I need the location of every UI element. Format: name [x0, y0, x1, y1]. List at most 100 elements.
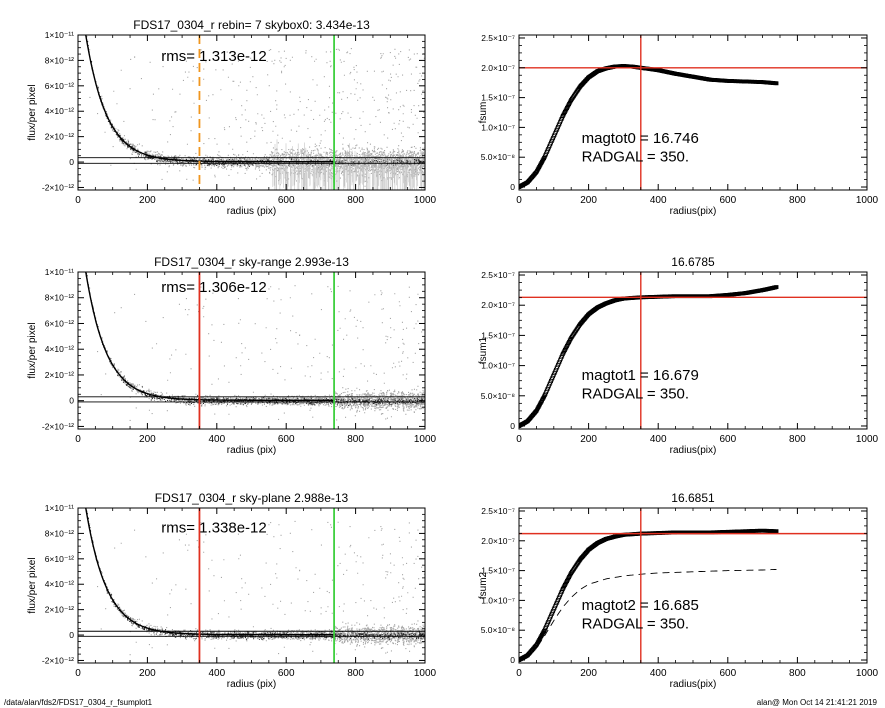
- x-tick-label: 0: [516, 434, 522, 445]
- radial-profile-line: [85, 272, 335, 401]
- plot-area: [78, 272, 425, 429]
- y-tick-label: 2×10⁻¹²: [45, 605, 74, 615]
- chart-annotation: RADGAL = 350.: [582, 616, 689, 633]
- error-bars: [272, 139, 425, 190]
- chart-annotation: rms= 1.306e-12: [161, 279, 266, 296]
- chart-annotation: RADGAL = 350.: [582, 386, 689, 403]
- chart-panel-4: 0 200 400 600 800 1000 0 5.0×10⁻⁸ 1.0×10⁻⁷ 1.5×10…: [478, 255, 879, 456]
- x-tick-label: 1000: [856, 668, 879, 679]
- x-tick-label: 1000: [856, 434, 879, 445]
- chart-title: FDS17_0304_r sky-range 2.993e-13: [154, 255, 349, 269]
- x-tick-label: 0: [516, 195, 522, 206]
- y-axis-label: flux/per pixel: [27, 322, 38, 378]
- x-tick-label: 200: [580, 668, 597, 679]
- y-tick-label: 1.0×10⁻⁷: [481, 361, 515, 371]
- x-axis-label: radius(pix): [670, 206, 717, 217]
- x-tick-label: 400: [208, 434, 225, 445]
- y-tick-label: 5.0×10⁻⁸: [481, 152, 516, 162]
- y-tick-label: -2×10⁻¹²: [42, 655, 74, 665]
- y-tick-label: 1.0×10⁻⁷: [481, 122, 515, 132]
- y-axis-label: flux/per pixel: [27, 84, 38, 140]
- y-tick-label: 0: [69, 396, 74, 406]
- y-tick-label: 1.5×10⁻⁷: [481, 566, 515, 576]
- x-tick-label: 1000: [414, 195, 437, 206]
- x-tick-label: 800: [347, 195, 364, 206]
- x-axis-label: radius (pix): [227, 445, 276, 456]
- x-tick-label: 600: [278, 668, 295, 679]
- y-tick-label: 1.5×10⁻⁷: [481, 93, 515, 103]
- x-tick-label: 0: [75, 195, 81, 206]
- y-tick-label: 0: [510, 421, 515, 431]
- scatter-points: [86, 513, 425, 656]
- y-tick-label: 2.5×10⁻⁷: [481, 506, 515, 516]
- x-tick-label: 800: [789, 434, 806, 445]
- x-tick-label: 800: [347, 668, 364, 679]
- x-tick-label: 0: [75, 668, 81, 679]
- plot-area: [78, 508, 425, 663]
- y-tick-label: 1.5×10⁻⁷: [481, 330, 515, 340]
- chart-title: 16.6785: [671, 255, 715, 269]
- y-tick-label: 6×10⁻¹²: [45, 81, 74, 91]
- y-tick-label: 1.0×10⁻⁷: [481, 595, 515, 605]
- plot-area: [519, 272, 867, 429]
- x-tick-label: 800: [789, 668, 806, 679]
- y-tick-label: 8×10⁻¹²: [45, 55, 74, 65]
- y-tick-label: 8×10⁻¹²: [45, 293, 74, 303]
- x-tick-label: 600: [719, 668, 736, 679]
- y-tick-label: 2.0×10⁻⁷: [481, 536, 515, 546]
- y-tick-label: 4×10⁻¹²: [45, 106, 74, 116]
- x-tick-label: 200: [580, 195, 597, 206]
- radial-profile-line: [85, 508, 335, 636]
- y-tick-label: 8×10⁻¹²: [45, 528, 74, 538]
- x-tick-label: 1000: [414, 668, 437, 679]
- x-tick-label: 800: [789, 195, 806, 206]
- y-tick-label: 6×10⁻¹²: [45, 318, 74, 328]
- x-axis-label: radius (pix): [227, 679, 276, 690]
- x-tick-label: 0: [75, 434, 81, 445]
- x-tick-label: 600: [719, 195, 736, 206]
- chart-title: FDS17_0304_r sky-plane 2.988e-13: [155, 491, 349, 505]
- y-tick-label: -2×10⁻¹²: [42, 182, 74, 192]
- y-tick-label: 6×10⁻¹²: [45, 554, 74, 564]
- scatter-points-core: [85, 272, 425, 407]
- chart-panel-5: 0 200 400 600 800 1000-2×10⁻¹²02×10⁻¹²4×10⁻¹²…: [27, 491, 437, 690]
- y-tick-label: 4×10⁻¹²: [45, 579, 74, 589]
- chart-annotation: RADGAL = 350.: [582, 149, 689, 166]
- x-tick-label: 200: [139, 434, 156, 445]
- chart-title: 16.6851: [671, 491, 715, 505]
- y-axis-label: fsum1: [478, 336, 489, 364]
- y-tick-label: 1×10⁻¹¹: [45, 503, 74, 513]
- y-tick-label: 2.0×10⁻⁷: [481, 300, 515, 310]
- y-tick-label: -2×10⁻¹²: [42, 421, 74, 431]
- chart-panel-2: 0 200 400 600 800 1000 0 5.0×10⁻⁸ 1.0×10⁻⁷ 1.5×10…: [478, 33, 879, 217]
- x-tick-label: 1000: [856, 195, 879, 206]
- y-tick-label: 2×10⁻¹²: [45, 132, 74, 142]
- chart-annotation: magtot2 = 16.685: [582, 597, 699, 614]
- x-axis-label: radius (pix): [227, 206, 276, 217]
- chart-title: FDS17_0304_r rebin= 7 skybox0: 3.434e-13: [133, 18, 370, 32]
- x-tick-label: 0: [516, 668, 522, 679]
- plot-area: [78, 35, 425, 190]
- y-axis-label: flux/per pixel: [27, 557, 38, 613]
- chart-panel-1: 0 200 400 600 800 1000-2×10⁻¹²02×10⁻¹²4×10⁻¹²…: [27, 18, 437, 217]
- footer-path: /data/alan/fds2/FDS17_0304_r_fsumplot1: [4, 698, 153, 707]
- y-tick-label: 0: [510, 182, 515, 192]
- chart-annotation: magtot0 = 16.746: [582, 130, 699, 147]
- chart-annotation: rms= 1.338e-12: [161, 519, 266, 536]
- scatter-points-core: [85, 509, 425, 641]
- y-tick-label: 2.5×10⁻⁷: [481, 33, 515, 43]
- x-tick-label: 200: [580, 434, 597, 445]
- x-axis-label: radius(pix): [670, 679, 717, 690]
- y-tick-label: 2.0×10⁻⁷: [481, 63, 515, 73]
- y-tick-label: 4×10⁻¹²: [45, 344, 74, 354]
- y-tick-label: 0: [69, 630, 74, 640]
- y-axis-label: fsum2: [478, 571, 489, 599]
- y-axis-label: fsum: [478, 102, 489, 124]
- x-tick-label: 400: [650, 195, 667, 206]
- x-tick-label: 200: [139, 668, 156, 679]
- cumulative-flux-points: [519, 528, 779, 662]
- x-tick-label: 1000: [414, 434, 437, 445]
- scatter-points: [86, 277, 425, 421]
- x-tick-label: 600: [278, 434, 295, 445]
- chart-annotation: magtot1 = 16.679: [582, 367, 699, 384]
